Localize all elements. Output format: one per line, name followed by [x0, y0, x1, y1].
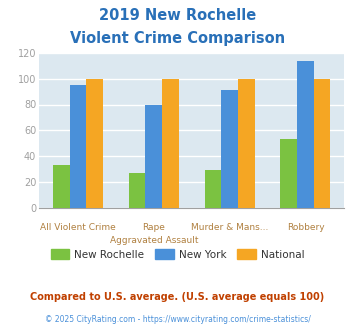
Text: Murder & Mans...: Murder & Mans... — [191, 223, 268, 232]
Bar — [238, 79, 255, 208]
Bar — [314, 79, 331, 208]
Bar — [53, 165, 70, 208]
Bar — [86, 79, 103, 208]
Bar — [129, 173, 146, 208]
Bar — [146, 105, 162, 208]
Text: 2019 New Rochelle: 2019 New Rochelle — [99, 8, 256, 23]
Legend: New Rochelle, New York, National: New Rochelle, New York, National — [47, 245, 308, 264]
Bar — [297, 61, 314, 208]
Bar — [162, 79, 179, 208]
Text: Rape: Rape — [142, 223, 165, 232]
Text: © 2025 CityRating.com - https://www.cityrating.com/crime-statistics/: © 2025 CityRating.com - https://www.city… — [45, 315, 310, 324]
Bar — [280, 139, 297, 208]
Bar — [204, 170, 221, 208]
Text: Compared to U.S. average. (U.S. average equals 100): Compared to U.S. average. (U.S. average … — [31, 292, 324, 302]
Bar — [221, 90, 238, 208]
Bar — [70, 85, 86, 208]
Text: All Violent Crime: All Violent Crime — [40, 223, 116, 232]
Text: Violent Crime Comparison: Violent Crime Comparison — [70, 31, 285, 46]
Text: Aggravated Assault: Aggravated Assault — [110, 236, 198, 245]
Text: Robbery: Robbery — [286, 223, 324, 232]
